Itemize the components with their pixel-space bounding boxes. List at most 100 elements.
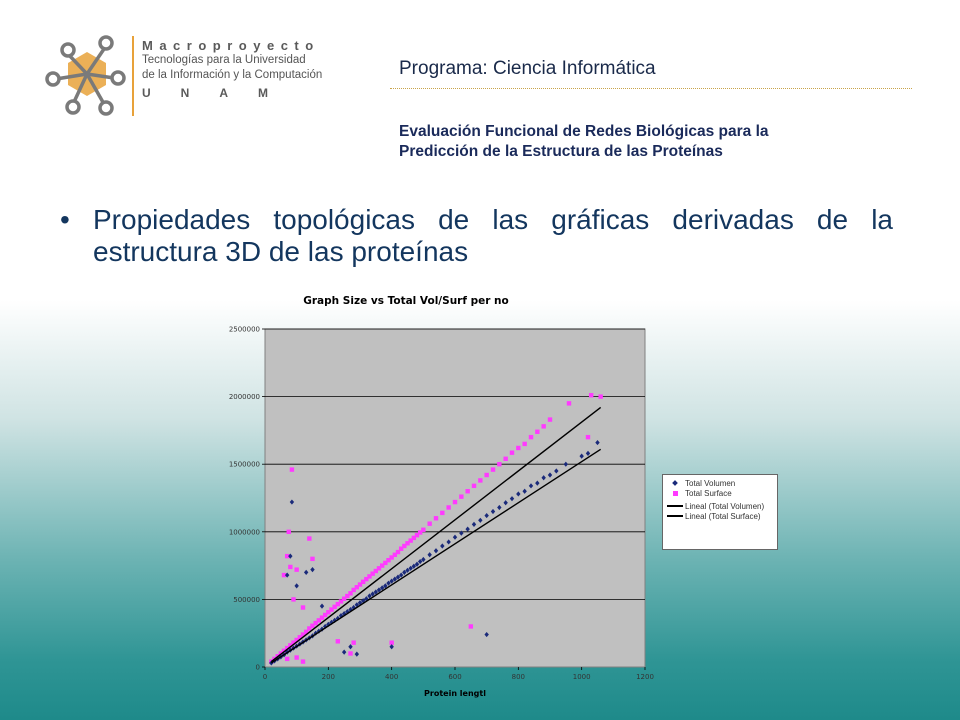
volumen-point xyxy=(392,576,398,582)
chart-title: Graph Size vs Total Vol/Surf per no xyxy=(303,295,508,307)
volumen-point xyxy=(319,626,325,632)
volumen-point xyxy=(310,567,315,573)
volumen-point xyxy=(373,589,379,595)
x-axis-ticks: 0 200 400 600 800 1000 1200 xyxy=(263,667,654,681)
surface-point xyxy=(332,604,337,610)
surface-point xyxy=(300,632,306,637)
surface-point xyxy=(541,424,546,429)
x-tick-label: 1200 xyxy=(636,673,654,681)
logo-text: Macroproyecto Tecnologías para la Univer… xyxy=(142,38,322,100)
surface-point xyxy=(417,530,423,535)
volumen-point xyxy=(405,567,410,573)
volumen-point xyxy=(348,644,353,650)
surface-point xyxy=(322,612,328,618)
surface-point xyxy=(345,593,350,599)
surface-point xyxy=(386,557,391,563)
legend-item-surface: Total Surface xyxy=(667,488,732,498)
y-axis-ticks: 0 500000 1000000 1500000 2000000 2500000 xyxy=(229,326,265,672)
scatter-chart: Graph Size vs Total Vol/Surf per no 0 500… xyxy=(229,295,654,698)
line-marker-icon xyxy=(667,515,683,517)
volumen-point xyxy=(427,552,432,558)
legend-item-volumen: Total Volumen xyxy=(667,478,735,488)
surface-point xyxy=(303,629,309,635)
volumen-point xyxy=(341,610,347,617)
surface-point xyxy=(370,571,375,576)
logo-line-2: de la Información y la Computación xyxy=(142,69,323,81)
surface-point xyxy=(313,620,318,626)
surface-point xyxy=(284,553,290,559)
logo-unam: UNAM xyxy=(142,86,298,100)
surface-point xyxy=(300,659,306,664)
surface-point xyxy=(288,564,293,570)
x-tick-label: 0 xyxy=(263,673,267,681)
volumen-point xyxy=(395,574,401,580)
surface-point xyxy=(357,582,363,587)
surface-point xyxy=(379,563,385,568)
volumen-point xyxy=(484,512,489,519)
surface-point xyxy=(294,655,299,660)
surface-point xyxy=(427,521,432,526)
y-tick-label: 1000000 xyxy=(229,528,260,536)
volumen-point xyxy=(376,587,382,593)
surface-point xyxy=(367,574,372,579)
surface-point xyxy=(284,656,290,662)
line-marker-icon xyxy=(667,505,683,507)
surface-point xyxy=(289,467,295,472)
y-tick-label: 2500000 xyxy=(229,326,260,334)
y-tick-label: 1500000 xyxy=(229,461,260,469)
surface-point xyxy=(528,434,534,440)
surface-point xyxy=(348,591,353,596)
surface-point xyxy=(478,478,483,483)
legend-item-trend-surface: Lineal (Total Surface) xyxy=(667,511,761,521)
trendlines xyxy=(270,406,602,664)
volumen-point xyxy=(329,619,334,625)
volumen-point xyxy=(284,572,290,578)
volumen-point xyxy=(528,483,534,489)
surface-point xyxy=(484,472,489,478)
volumen-point xyxy=(370,591,375,597)
bullet-text: Propiedades topológicas de las gráficas … xyxy=(93,204,893,267)
legend-label-trend-surface: Lineal (Total Surface) xyxy=(685,511,761,521)
surface-point xyxy=(446,505,451,510)
volumen-point xyxy=(386,580,391,586)
surface-point xyxy=(341,596,347,601)
volumen-point xyxy=(294,583,299,589)
volumen-point xyxy=(465,526,470,532)
surface-point xyxy=(294,637,299,643)
logo-divider xyxy=(132,36,134,116)
volumen-point xyxy=(547,472,553,478)
trendline xyxy=(270,448,602,664)
surface-point xyxy=(414,532,420,538)
y-tick-label: 500000 xyxy=(233,596,260,604)
x-tick-label: 800 xyxy=(512,673,525,681)
diamond-marker-icon xyxy=(667,480,683,486)
volumen-point xyxy=(484,631,489,638)
surface-point xyxy=(348,651,353,656)
surface-point xyxy=(433,516,439,521)
volumen-point xyxy=(332,617,337,623)
surface-point xyxy=(307,626,312,631)
surface-point xyxy=(316,618,322,623)
volumen-point xyxy=(389,644,394,650)
trendline xyxy=(270,406,602,663)
surface-point xyxy=(351,587,356,593)
surface-point xyxy=(364,576,369,582)
surface-point xyxy=(326,610,331,615)
volumen-point xyxy=(303,569,309,575)
volumen-point xyxy=(595,439,600,446)
legend-label-surface: Total Surface xyxy=(685,488,732,498)
square-marker-icon xyxy=(667,490,683,496)
volumen-point xyxy=(379,585,385,591)
volumen-point xyxy=(398,572,404,578)
volumen-point xyxy=(446,539,451,545)
header-divider xyxy=(390,88,912,89)
evaluation-line-2: Predicción de la Estructura de las Prote… xyxy=(399,143,723,160)
surface-point xyxy=(376,566,382,571)
surface-point xyxy=(440,510,445,516)
volumen-point xyxy=(354,651,360,657)
volumen-point xyxy=(322,623,328,630)
surface-point xyxy=(338,599,344,604)
surface-point xyxy=(468,624,474,629)
surface-point xyxy=(360,579,366,585)
y-tick-label: 2000000 xyxy=(229,393,260,401)
